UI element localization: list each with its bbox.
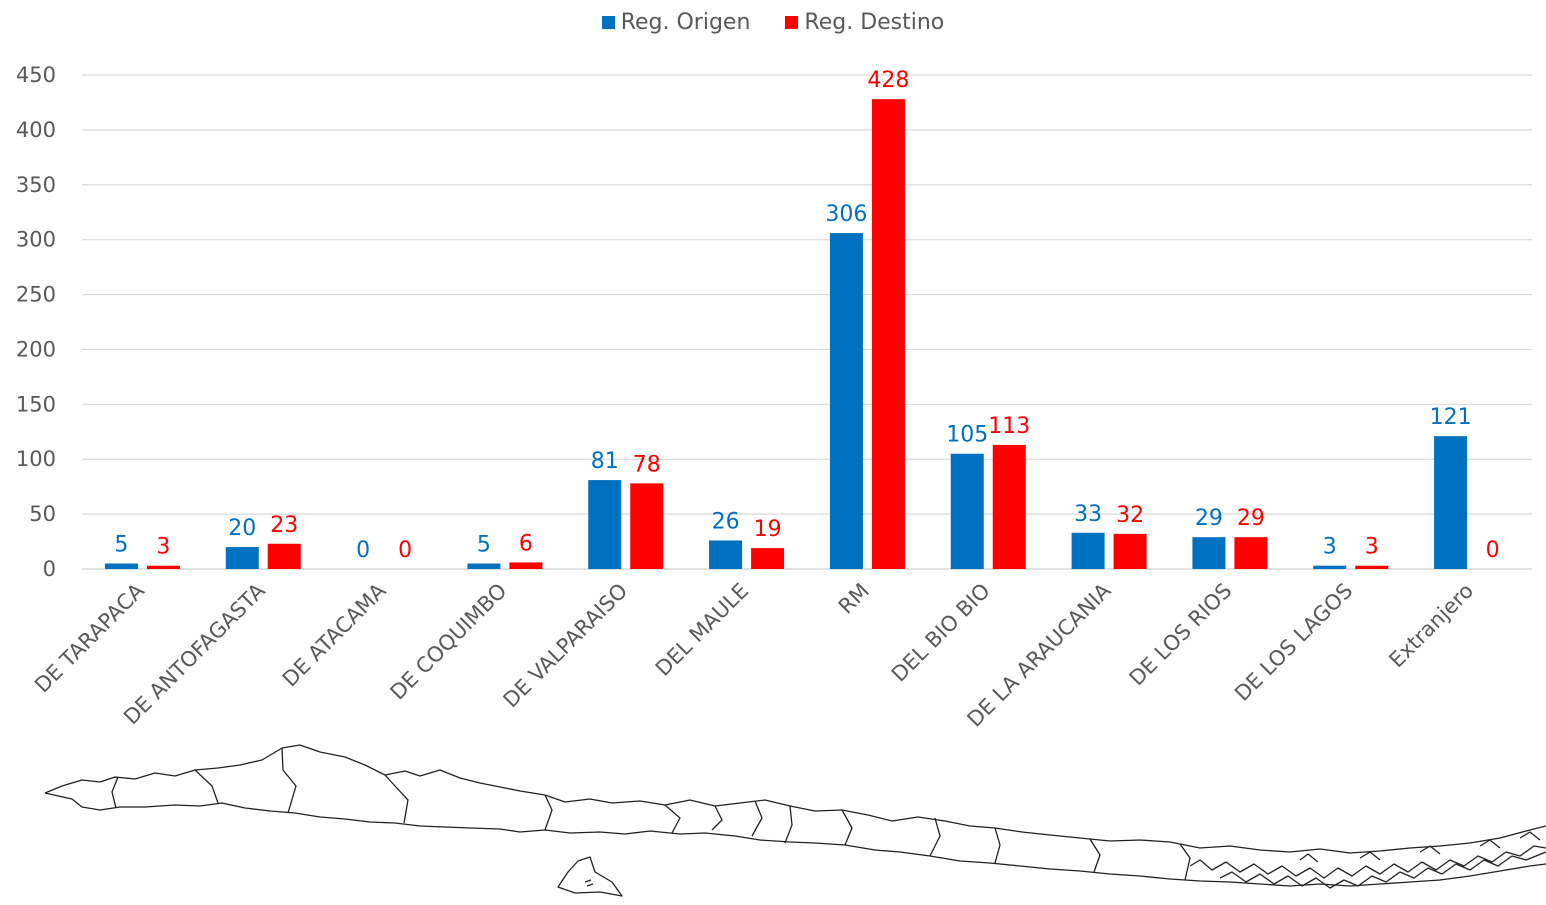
data-label: 428 (867, 68, 909, 93)
data-label: 32 (1116, 503, 1144, 528)
data-label: 3 (156, 535, 170, 560)
bar (1434, 436, 1468, 569)
bar (267, 543, 301, 569)
x-tick-label: DE TARAPACA (30, 578, 149, 697)
bar (829, 233, 863, 569)
bar (1355, 565, 1389, 569)
y-tick-label: 350 (16, 173, 56, 197)
data-label: 6 (519, 531, 533, 556)
legend-item-origen: Reg. Origen (601, 10, 751, 35)
data-label: 29 (1237, 506, 1265, 531)
legend-label-origen: Reg. Origen (620, 10, 751, 35)
bar (225, 547, 259, 569)
bar (104, 563, 138, 569)
bar (709, 540, 743, 569)
y-tick-label: 50 (29, 502, 56, 526)
x-tick-label: Extranjero (1384, 579, 1478, 673)
y-tick-label: 450 (16, 63, 56, 87)
gridlines (82, 74, 1532, 570)
x-tick-label: DE ATACAMA (278, 578, 391, 691)
data-label: 3 (1365, 535, 1379, 560)
data-label: 3 (1323, 535, 1337, 560)
data-label: 121 (1430, 405, 1472, 430)
y-axis: 0 50 100 150 200 250 300 350 400 450 (16, 63, 56, 581)
data-label: 306 (825, 202, 867, 227)
bar (992, 444, 1026, 569)
legend-swatch-origen (601, 16, 615, 29)
data-label: 78 (633, 452, 661, 477)
bar (1313, 565, 1347, 569)
bar (1113, 533, 1147, 569)
legend: Reg. Origen Reg. Destino (0, 10, 1546, 35)
data-label: 113 (988, 414, 1030, 439)
bar (146, 565, 180, 569)
bar (509, 562, 543, 569)
data-label: 5 (477, 533, 491, 558)
data-label: 23 (270, 513, 298, 538)
data-label: 26 (712, 509, 740, 534)
legend-item-destino: Reg. Destino (785, 10, 944, 35)
data-label: 20 (228, 516, 256, 541)
data-label: 29 (1195, 506, 1223, 531)
bar (467, 563, 501, 569)
data-label: 5 (114, 533, 128, 558)
x-tick-label: RM (834, 579, 874, 619)
y-tick-label: 200 (16, 337, 56, 361)
bar (1071, 532, 1105, 569)
x-tick-label: DEL BIO BIO (887, 579, 995, 687)
x-tick-label: DE COQUIMBO (386, 579, 512, 705)
y-tick-label: 100 (16, 447, 56, 471)
data-label: 0 (356, 538, 370, 563)
data-label: 33 (1074, 502, 1102, 527)
data-label: 0 (1486, 538, 1500, 563)
y-tick-label: 400 (16, 118, 56, 142)
bar (1192, 537, 1226, 569)
y-tick-label: 250 (16, 283, 56, 307)
bar (630, 483, 664, 569)
data-label: 0 (398, 538, 412, 563)
y-tick-label: 300 (16, 228, 56, 252)
bar (751, 548, 785, 569)
x-tick-label: DE LOS LAGOS (1230, 579, 1357, 706)
chile-regions-map-icon (44, 744, 1546, 897)
bar (1234, 537, 1268, 569)
x-tick-label: DE LOS RIOS (1125, 579, 1237, 691)
legend-label-destino: Reg. Destino (804, 10, 945, 35)
y-tick-label: 0 (43, 557, 56, 581)
data-label: 81 (591, 449, 619, 474)
x-tick-label: DE VALPARAISO (499, 579, 633, 713)
bar (950, 453, 984, 569)
legend-swatch-destino (785, 16, 799, 29)
y-tick-label: 150 (16, 392, 56, 416)
bar (588, 480, 622, 569)
data-label: 105 (946, 423, 988, 448)
bars (104, 99, 1468, 569)
x-tick-label: DEL MAULE (651, 579, 753, 681)
bar (871, 99, 905, 569)
data-label: 19 (754, 517, 782, 542)
